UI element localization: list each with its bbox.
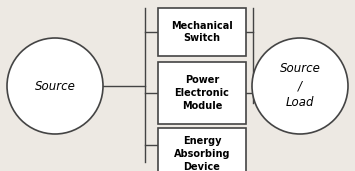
Circle shape — [7, 38, 103, 134]
Text: Source: Source — [34, 80, 76, 93]
FancyBboxPatch shape — [158, 128, 246, 171]
Text: Source
/
Load: Source / Load — [280, 62, 321, 109]
Text: Energy
Absorbing
Device: Energy Absorbing Device — [174, 136, 230, 171]
Text: Mechanical
Switch: Mechanical Switch — [171, 21, 233, 43]
FancyBboxPatch shape — [158, 62, 246, 124]
Text: Power
Electronic
Module: Power Electronic Module — [175, 75, 229, 111]
FancyBboxPatch shape — [158, 8, 246, 56]
Circle shape — [252, 38, 348, 134]
